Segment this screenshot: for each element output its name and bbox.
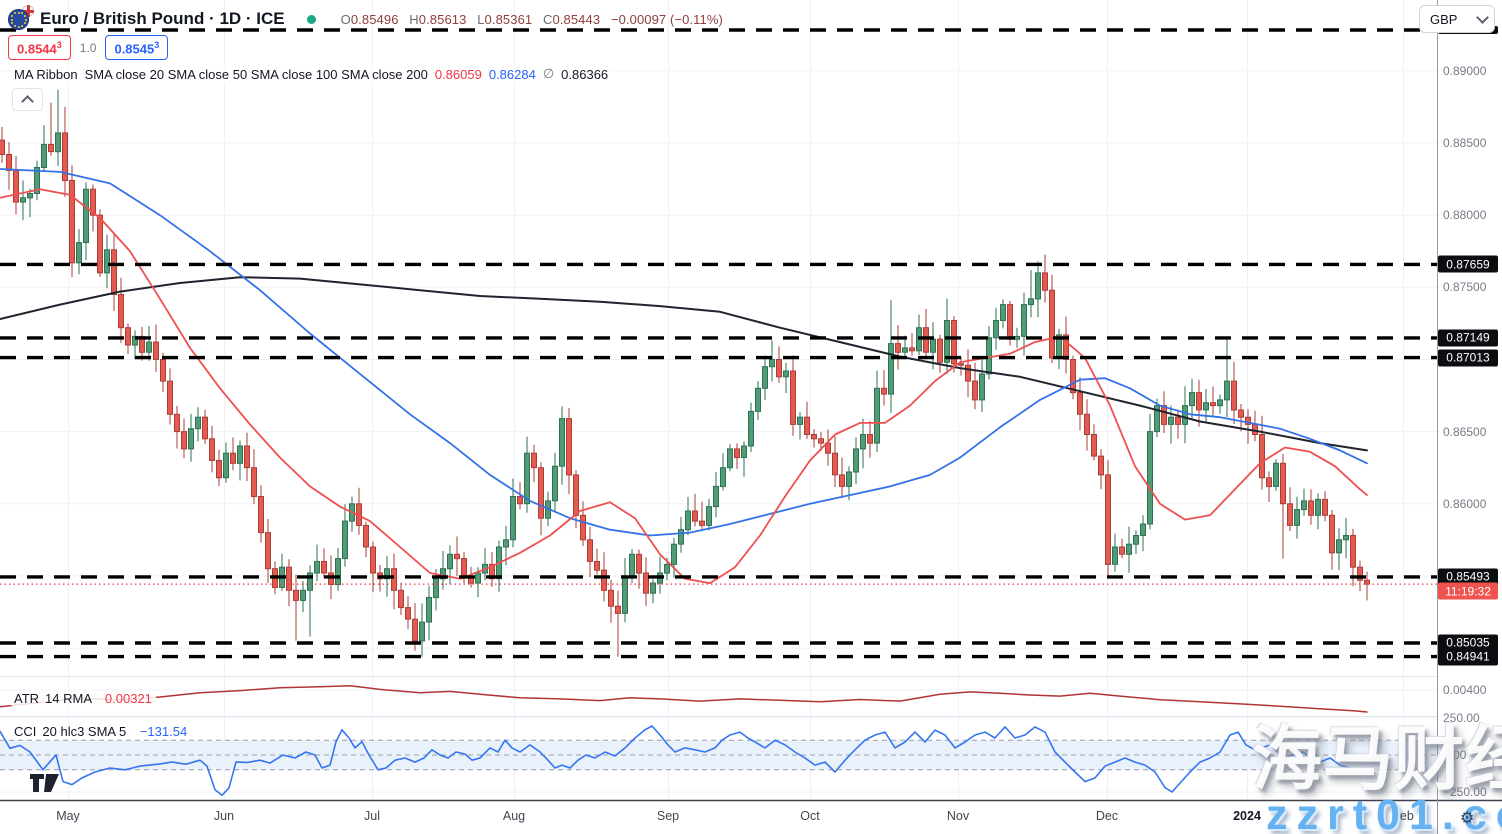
atr-value: 0.00321	[104, 691, 152, 706]
cci-indicator-legend[interactable]: CCI 20 hlc3 SMA 5 −131.54	[10, 724, 192, 739]
ma20-value: 0.86059	[434, 67, 482, 82]
month-tick-label: Jun	[213, 809, 235, 823]
ma50-value: 0.86284	[488, 67, 536, 82]
collapse-legend-button[interactable]	[12, 88, 43, 111]
ohlc-values: O0.85496 H0.85613 L0.85361 C0.85443 −0.0…	[340, 11, 723, 27]
price-level-badge: 0.87659	[1438, 255, 1498, 273]
ma200-value: 0.86366	[561, 67, 609, 82]
market-open-dot	[306, 14, 316, 24]
price-tick-label: 0.86500	[1443, 424, 1487, 439]
spread-value: 1.0	[79, 40, 97, 55]
price-axis[interactable]: 0.89000 0.88500 0.88000 0.87500 0.86500 0.860…	[1437, 0, 1502, 800]
cci-tick-label: −250.00	[1443, 785, 1487, 799]
buy-button[interactable]: 0.85453	[105, 35, 169, 61]
price-tick-label: 0.88500	[1443, 136, 1487, 150]
quote-row: 0.85443 1.0 0.85453	[8, 35, 169, 61]
change-value: −0.00097 (−0.11%)	[610, 11, 723, 27]
ma100-hidden-value: ∅	[542, 67, 555, 82]
gear-icon[interactable]: ⚙	[1460, 808, 1475, 827]
price-level-badge: 0.84941	[1438, 648, 1498, 666]
watermark-cjk: 海马财经	[1252, 720, 1502, 798]
cci-tick-label: 0.00	[1443, 748, 1467, 762]
atr-indicator-legend[interactable]: ATR 14 RMA 0.00321	[10, 691, 156, 706]
price-tick-label: 0.88000	[1443, 208, 1487, 223]
price-level-badge: 0.87149	[1438, 329, 1498, 347]
tradingview-logo	[30, 774, 59, 792]
month-tick-label: Sep	[656, 809, 680, 823]
sell-button[interactable]: 0.85443	[8, 35, 71, 61]
month-tick-label: Aug	[502, 809, 526, 823]
month-tick-label: Feb	[1392, 809, 1414, 823]
month-tick-label: Dec	[1095, 809, 1119, 823]
price-level-badge: 0.85035	[1438, 634, 1498, 652]
atr-line	[0, 685, 1368, 713]
currency-pair-icon	[8, 5, 34, 31]
cci-value: −131.54	[139, 724, 188, 739]
price-level-badge: 0.87013	[1438, 349, 1498, 367]
symbol-header: Euro / British Pound · 1D · ICE O0.85496…	[8, 5, 723, 31]
month-tick-label: Nov	[946, 809, 970, 823]
sma200-line	[0, 276, 1368, 452]
ma-ribbon-legend[interactable]: MA Ribbon SMA close 20 SMA close 50 SMA …	[10, 66, 613, 83]
year-tick-label: 2024	[1233, 809, 1261, 823]
price-level-badge: 0.85493	[1438, 568, 1498, 586]
price-tick-label: 0.89000	[1443, 63, 1487, 78]
sma50-line	[0, 168, 1368, 537]
currency-unit-dropdown[interactable]: GBP	[1419, 5, 1495, 33]
month-tick-label: May	[56, 809, 80, 823]
price-tick-label: 0.86000	[1443, 496, 1487, 511]
month-tick-label: Jul	[364, 809, 380, 823]
currency-unit-label: GBP	[1430, 11, 1458, 27]
countdown-badge: 11:19:32	[1438, 582, 1498, 600]
cci-tick-label: 250.00	[1443, 711, 1480, 725]
chevron-up-icon	[21, 94, 34, 108]
price-tick-label: 0.87500	[1443, 280, 1487, 295]
chevron-down-icon	[1476, 11, 1489, 24]
month-tick-label: Oct	[800, 809, 820, 823]
atr-tick-label: 0.00400	[1443, 683, 1487, 697]
sma20-line	[0, 188, 1368, 584]
candlestick-series	[0, 89, 1370, 657]
symbol-title[interactable]: Euro / British Pound · 1D · ICE	[40, 9, 285, 28]
cci-line	[0, 725, 1368, 797]
time-axis[interactable]: May Jun Jul Aug Sep Oct Nov Dec 2024 Feb	[0, 801, 1437, 834]
watermark-site: zzrt01.com	[1266, 791, 1502, 834]
